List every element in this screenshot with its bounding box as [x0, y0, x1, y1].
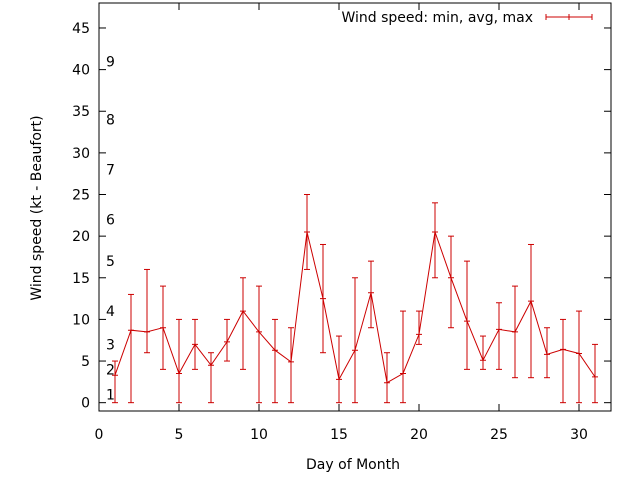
error-bar: [384, 352, 390, 404]
error-bar: [144, 268, 150, 354]
x-tick-label: 25: [490, 427, 508, 443]
data-point: [336, 376, 342, 383]
data-point: [224, 338, 230, 345]
y-tick-label: 25: [72, 188, 90, 204]
error-bar: [256, 285, 262, 404]
data-point: [240, 308, 246, 315]
x-tick-label: 20: [410, 427, 428, 443]
data-point: [448, 274, 454, 281]
plot-frame: [98, 2, 612, 412]
data-point: [496, 326, 502, 333]
data-point: [256, 328, 262, 335]
error-bar: [288, 327, 294, 404]
error-bar: [448, 235, 454, 329]
x-axis-label: Day of Month: [306, 457, 400, 473]
data-point: [416, 331, 422, 338]
data-point: [208, 362, 214, 369]
data-point: [304, 228, 310, 235]
legend-entry-label: Wind speed: min, avg, max: [341, 10, 533, 26]
y-tick-label: 15: [72, 271, 90, 287]
error-bar: [464, 260, 470, 370]
error-bar: [560, 318, 566, 404]
error-bar: [480, 335, 486, 370]
data-point: [176, 370, 182, 377]
data-point: [160, 324, 166, 331]
data-layer: [112, 194, 598, 404]
data-point: [384, 379, 390, 386]
data-point: [576, 350, 582, 357]
error-bar: [336, 335, 342, 404]
y-axis-label: Wind speed (kt - Beaufort): [29, 115, 45, 300]
error-bar: [352, 277, 358, 404]
data-point: [480, 357, 486, 364]
error-bar: [400, 310, 406, 404]
x-tick-label: 0: [95, 427, 104, 443]
data-point: [560, 346, 566, 353]
error-bar: [432, 202, 438, 279]
data-point: [368, 289, 374, 296]
error-bar: [272, 318, 278, 404]
x-tick-label: 15: [330, 427, 348, 443]
data-point: [544, 351, 550, 358]
data-point: [128, 327, 134, 334]
x-tick-label: 10: [250, 427, 268, 443]
beaufort-label: 1: [106, 387, 115, 403]
data-point: [432, 228, 438, 235]
beaufort-label: 4: [106, 304, 115, 320]
error-bar: [128, 293, 134, 404]
error-bar: [416, 310, 422, 345]
data-point: [288, 358, 294, 365]
beaufort-label: 8: [106, 113, 115, 129]
data-point: [400, 370, 406, 377]
y-tick-label: 10: [72, 312, 90, 328]
y-tick-label: 40: [72, 63, 90, 79]
data-point: [144, 328, 150, 335]
data-point: [592, 373, 598, 380]
beaufort-label: 5: [106, 254, 115, 270]
data-point: [512, 328, 518, 335]
data-point: [192, 341, 198, 348]
beaufort-label: 2: [106, 362, 115, 378]
error-bar: [112, 360, 118, 404]
error-bar: [592, 343, 598, 404]
beaufort-label: 6: [106, 212, 115, 228]
beaufort-label: 9: [106, 54, 115, 70]
x-tick-label: 5: [175, 427, 184, 443]
y-tick-label: 30: [72, 146, 90, 162]
y-tick-label: 5: [81, 354, 90, 370]
y-tick-label: 0: [81, 396, 90, 412]
legend: Wind speed: min, avg, max: [341, 10, 593, 26]
error-bar: [240, 277, 246, 370]
error-bar: [528, 243, 534, 379]
data-point: [352, 347, 358, 354]
y-tick-label: 20: [72, 229, 90, 245]
error-bar: [576, 310, 582, 404]
data-point: [112, 372, 118, 379]
beaufort-label: 7: [106, 163, 115, 179]
error-bar: [176, 318, 182, 404]
y-tick-label: 35: [72, 104, 90, 120]
error-bar: [208, 352, 214, 404]
error-bar: [496, 302, 502, 370]
x-tick-label: 30: [570, 427, 588, 443]
y-tick-label: 45: [72, 21, 90, 37]
data-point: [528, 298, 534, 305]
beaufort-label: 3: [106, 337, 115, 353]
data-point: [464, 318, 470, 325]
data-point: [320, 295, 326, 302]
data-point: [272, 347, 278, 354]
beaufort-scale-labels: 1 2 3 4 5 6 7 8 9: [106, 54, 115, 403]
